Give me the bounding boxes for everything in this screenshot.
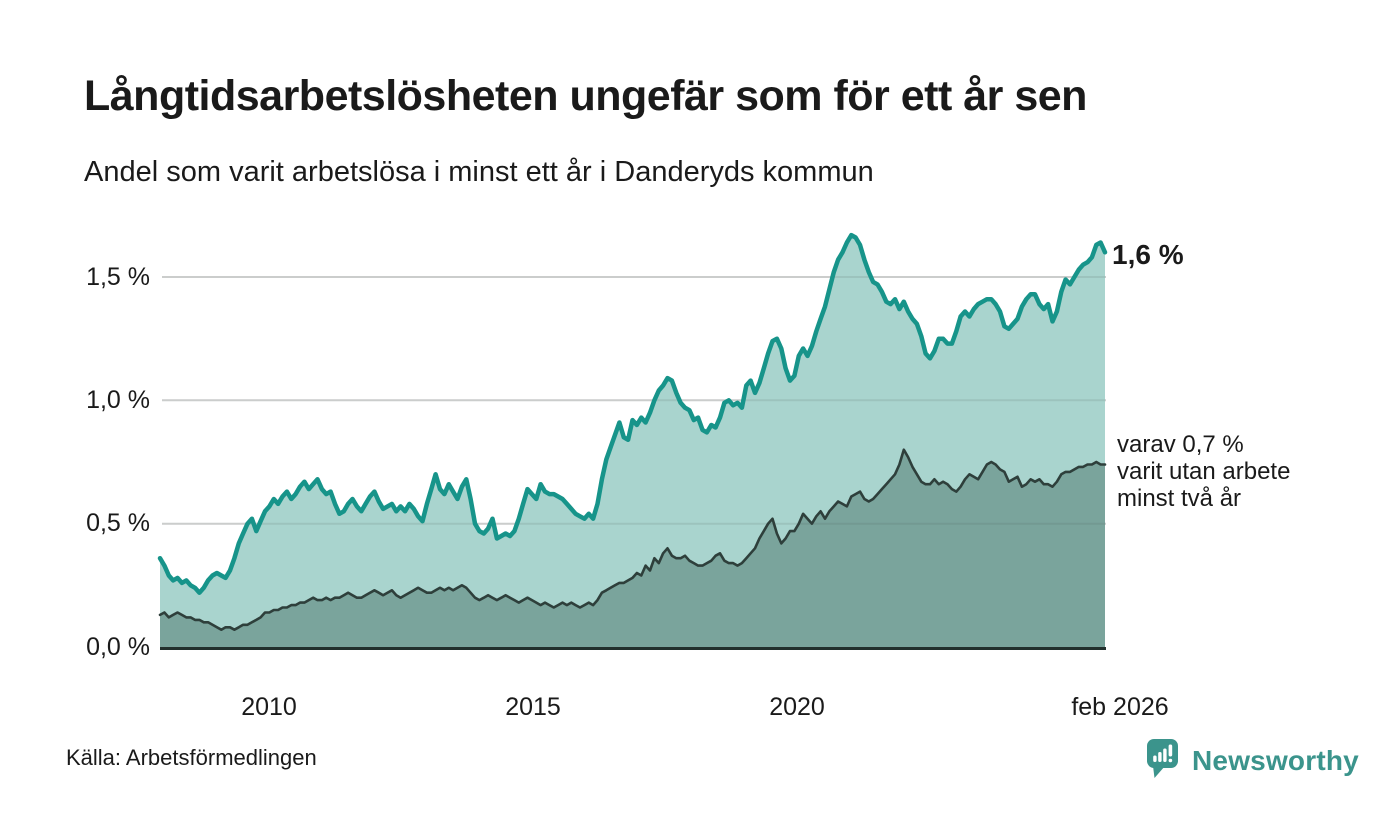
annotation-line-2: varit utan arbete <box>1117 458 1291 485</box>
x-tick-2015: 2015 <box>505 693 561 721</box>
annotation-line-3: minst två år <box>1117 485 1242 512</box>
brand-logo: Newsworthy <box>1146 738 1359 784</box>
secondary-annotation: varav 0,7 % varit utan arbete minst två … <box>1117 431 1290 512</box>
x-tick-2020: 2020 <box>769 693 825 721</box>
newsworthy-icon <box>1147 739 1178 778</box>
x-tick-2010: 2010 <box>241 693 297 721</box>
y-tick-05: 0,5 % <box>86 509 150 537</box>
source-note: Källa: Arbetsförmedlingen <box>66 745 317 770</box>
page-title: Långtidsarbetslösheten ungefär som för e… <box>84 72 1087 120</box>
x-tick-feb-2026: feb 2026 <box>1071 693 1169 721</box>
line-unemployed-2yr <box>158 448 1107 631</box>
y-tick-15: 1,5 % <box>86 263 150 291</box>
y-tick-0: 0,0 % <box>86 633 150 661</box>
brand-wordmark: Newsworthy <box>1192 745 1359 776</box>
area-unemployed-2yr <box>160 449 1105 647</box>
y-tick-10: 1,0 % <box>86 386 150 414</box>
end-value-label: 1,6 % <box>1112 239 1184 270</box>
gridlines-overlay <box>162 276 1106 525</box>
line-unemployed-1yr <box>157 232 1108 595</box>
chart-subtitle: Andel som varit arbetslösa i minst ett å… <box>84 156 874 188</box>
annotation-line-1: varav 0,7 % <box>1117 431 1244 458</box>
